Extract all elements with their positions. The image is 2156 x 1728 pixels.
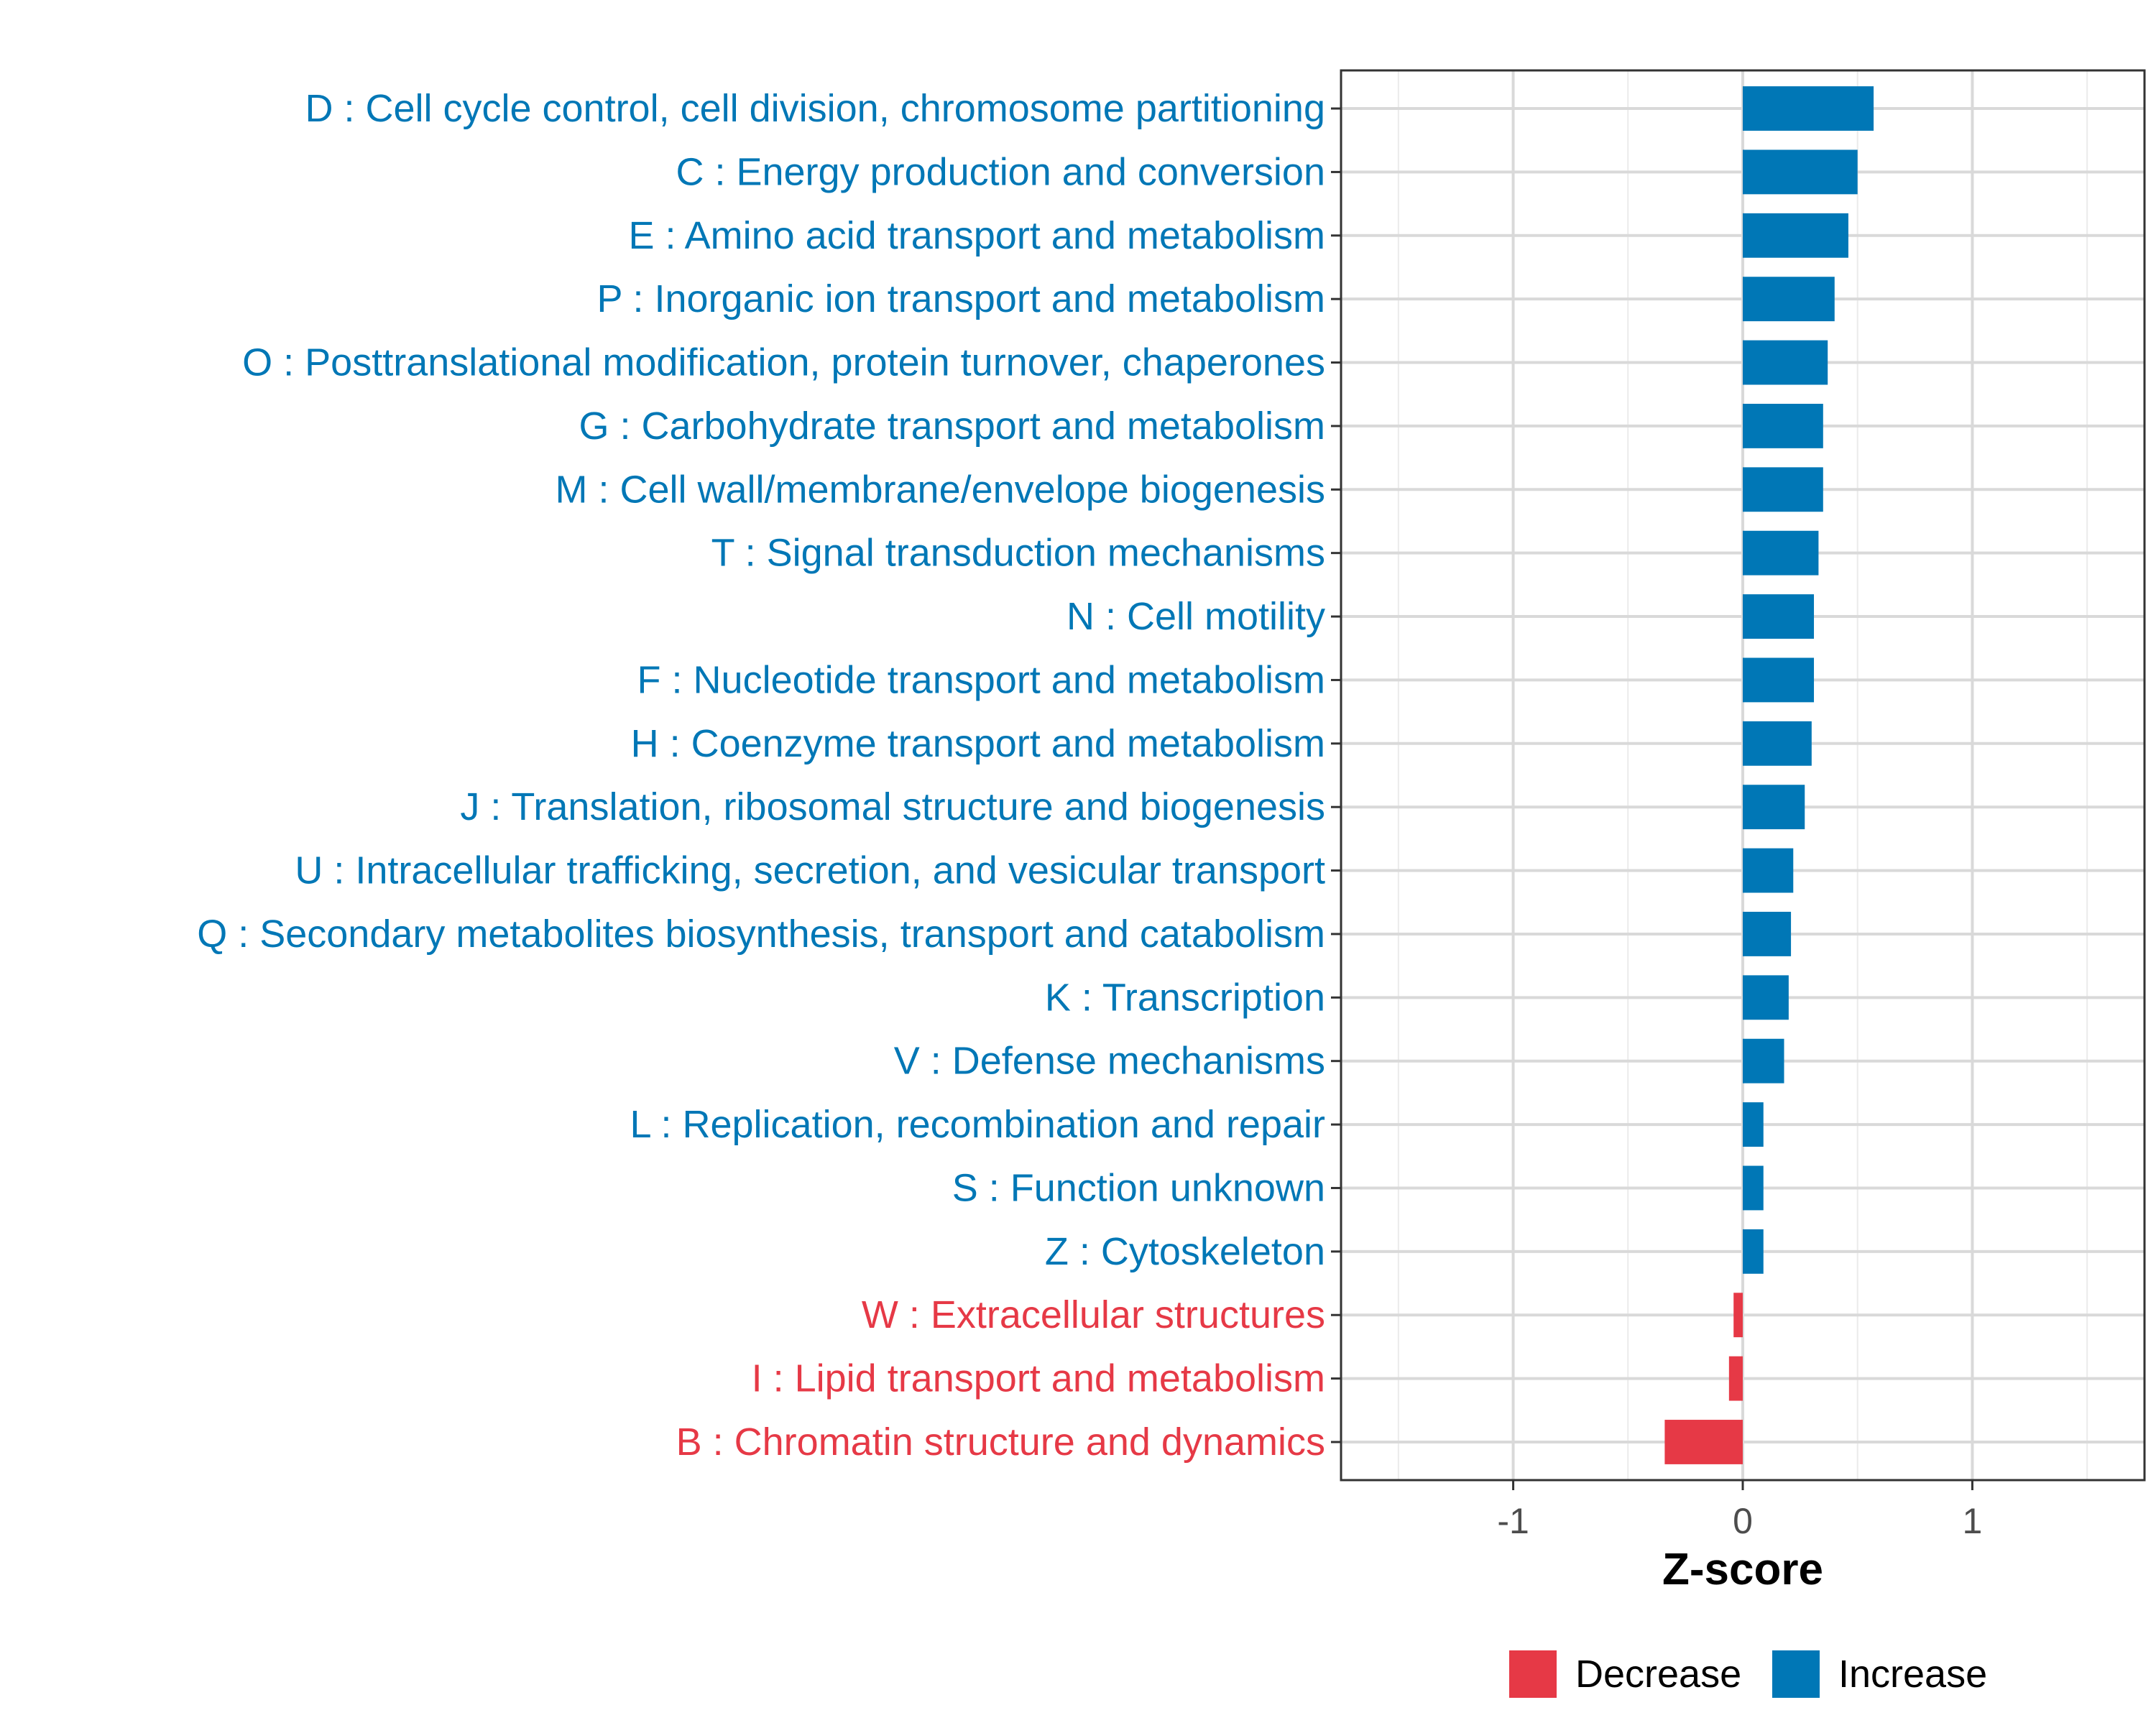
bar	[1743, 848, 1794, 893]
x-tick-layer: -1 0 1	[1497, 1480, 1982, 1541]
category-label: W : Extracellular structures	[862, 1293, 1325, 1336]
category-label: M : Cell wall/membrane/envelope biogenes…	[555, 468, 1325, 511]
bar	[1743, 213, 1848, 258]
category-label: Q : Secondary metabolites biosynthesis, …	[197, 912, 1325, 956]
category-label: J : Translation, ribosomal structure and…	[460, 785, 1325, 828]
category-label: B : Chromatin structure and dynamics	[676, 1420, 1325, 1464]
x-tick-label: 1	[1963, 1501, 1983, 1541]
category-label: G : Carbohydrate transport and metabolis…	[579, 405, 1326, 448]
bar	[1743, 530, 1819, 576]
legend-label-decrease: Decrease	[1575, 1653, 1741, 1696]
category-label-layer: D : Cell cycle control, cell division, c…	[197, 87, 1325, 1464]
bar	[1743, 149, 1858, 195]
bar-layer	[1664, 86, 1874, 1464]
bar	[1743, 1038, 1784, 1084]
x-tick-label: 0	[1733, 1501, 1753, 1541]
bar	[1743, 1165, 1764, 1211]
category-label: K : Transcription	[1045, 976, 1325, 1019]
legend: Decrease Increase	[1509, 1650, 1987, 1698]
category-label: L : Replication, recombination and repai…	[630, 1103, 1325, 1146]
bar	[1743, 721, 1812, 766]
bar	[1743, 1229, 1764, 1274]
legend-label-increase: Increase	[1838, 1653, 1987, 1696]
category-label: C : Energy production and conversion	[676, 150, 1325, 193]
category-label: I : Lipid transport and metabolism	[752, 1357, 1325, 1400]
bar	[1743, 785, 1805, 830]
category-label: F : Nucleotide transport and metabolism	[637, 658, 1325, 701]
x-tick-label: -1	[1497, 1501, 1529, 1541]
bar	[1728, 1356, 1743, 1401]
legend-swatch-decrease	[1509, 1650, 1557, 1698]
bar	[1743, 467, 1823, 512]
category-label: T : Signal transduction mechanisms	[711, 532, 1325, 575]
legend-swatch-increase	[1772, 1650, 1820, 1698]
category-label: H : Coenzyme transport and metabolism	[631, 722, 1325, 765]
bar	[1743, 912, 1792, 956]
bar	[1743, 657, 1815, 703]
bar	[1743, 340, 1828, 385]
category-label: D : Cell cycle control, cell division, c…	[305, 87, 1325, 130]
category-label: E : Amino acid transport and metabolism	[629, 214, 1325, 257]
bar	[1743, 403, 1823, 448]
x-axis-title: Z-score	[1662, 1545, 1823, 1594]
bar	[1743, 1102, 1764, 1147]
category-label: U : Intracellular trafficking, secretion…	[295, 849, 1325, 892]
category-label: N : Cell motility	[1067, 595, 1325, 638]
bar	[1743, 277, 1835, 322]
category-label: Z : Cytoskeleton	[1045, 1230, 1325, 1273]
bar	[1743, 975, 1789, 1020]
y-tick-layer	[1331, 107, 1341, 1443]
category-label: O : Posttranslational modification, prot…	[242, 341, 1325, 384]
bar	[1664, 1420, 1743, 1464]
category-label: P : Inorganic ion transport and metaboli…	[596, 277, 1325, 320]
bar	[1733, 1293, 1743, 1338]
category-label: S : Function unknown	[952, 1166, 1325, 1209]
bar	[1743, 86, 1874, 131]
bar	[1743, 594, 1815, 639]
category-label: V : Defense mechanisms	[894, 1040, 1325, 1083]
